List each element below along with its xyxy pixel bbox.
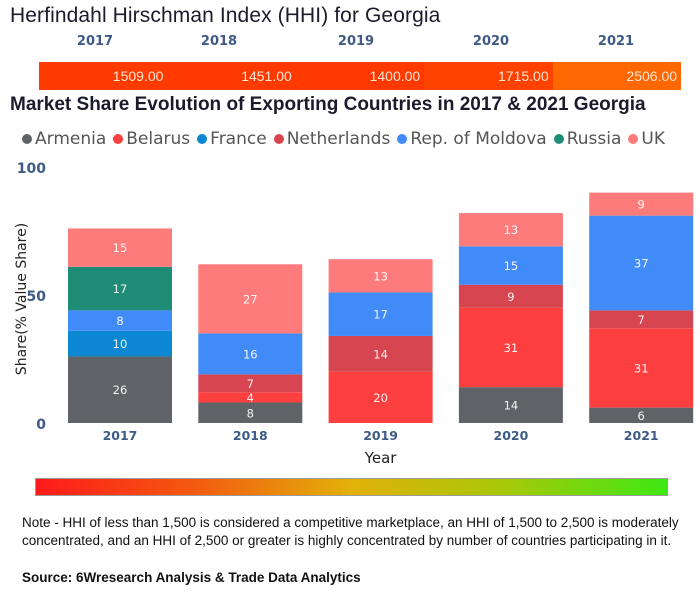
data-label: 16 (243, 347, 258, 361)
legend-item[interactable]: Belarus (113, 129, 190, 149)
hhi-cell-2019: 1400.00 (295, 62, 425, 90)
footnote: Note - HHI of less than 1,500 is conside… (22, 515, 679, 548)
legend-marker-icon (553, 134, 564, 144)
bar-segment-uk (68, 228, 172, 267)
bar-segment-france (68, 330, 172, 357)
data-label: 15 (113, 241, 128, 255)
legend-item[interactable]: Netherlands (273, 129, 391, 149)
legend-label: UK (641, 129, 665, 149)
data-label: 20 (373, 391, 388, 405)
hhi-cell-2017: 1509.00 (39, 62, 168, 90)
legend-marker-icon (197, 134, 208, 144)
bar-segment-belarus (589, 328, 694, 408)
data-label: 15 (504, 259, 519, 273)
x-tick-label: 2018 (233, 428, 268, 443)
bar-segment-uk (589, 192, 694, 216)
bar-segment-netherlands (328, 335, 433, 372)
x-axis-title: Year (364, 449, 398, 467)
y-tick-label: 100 (17, 161, 46, 177)
hhi-year-label: 2019 (337, 34, 375, 49)
x-tick-label: 2019 (363, 428, 398, 443)
x-tick-label: 2020 (494, 428, 529, 443)
legend-marker-icon (273, 134, 284, 144)
bar-segment-armenia (198, 402, 303, 423)
bar-segment-uk (198, 264, 303, 334)
y-axis-title: Share(% Value Share) (14, 223, 30, 375)
y-tick-label: 50 (27, 289, 47, 305)
data-label: 31 (504, 341, 519, 355)
hhi-cell-2021: 2506.00 (552, 62, 682, 90)
hhi-cell-2020: 1715.00 (424, 62, 553, 90)
legend-marker-icon (628, 134, 639, 144)
hhi-year-label: 2021 (597, 34, 635, 49)
legend-item[interactable]: Rep. of Moldova (397, 129, 547, 149)
data-label: 14 (373, 347, 388, 361)
bar-segment-russia (68, 266, 172, 311)
legend-label: Belarus (126, 129, 191, 149)
legend-marker-icon (113, 134, 124, 144)
x-tick-label: 2021 (624, 428, 659, 443)
data-label: 4 (247, 391, 254, 405)
hhi-year-label: 2017 (76, 34, 114, 49)
x-tick-label: 2017 (103, 428, 138, 443)
data-label: 37 (634, 257, 649, 271)
legend-label: Netherlands (286, 129, 391, 149)
bar-segment-rep-of-moldova (589, 215, 694, 311)
data-label: 7 (638, 313, 645, 327)
hhi-cell-2018: 1451.00 (167, 62, 296, 90)
data-label: 9 (507, 290, 514, 304)
data-label: 9 (638, 198, 645, 212)
bar-segment-uk (328, 259, 433, 293)
chart-title: Market Share Evolution of Exporting Coun… (10, 94, 646, 115)
bar-segment-belarus (198, 392, 303, 403)
hhi-value-bar: 1509.00 1451.00 1400.00 1715.00 2506.00 (39, 62, 682, 90)
y-tick-label: 0 (36, 417, 46, 433)
bar-segment-uk (458, 213, 563, 247)
legend-item[interactable]: Armenia (22, 129, 106, 149)
data-label: 14 (504, 399, 519, 413)
bar-segment-netherlands (589, 310, 694, 329)
bar-segment-rep-of-moldova (328, 292, 433, 336)
data-label: 26 (113, 383, 128, 397)
chart-legend: Armenia Belarus France Netherlands Rep. of M… (22, 129, 672, 149)
data-label: 17 (113, 282, 128, 296)
bar-segment-rep-of-moldova (68, 310, 172, 331)
data-label: 10 (113, 337, 128, 351)
data-label: 13 (373, 269, 388, 283)
bar-segment-rep-of-moldova (458, 246, 563, 285)
data-label: 27 (243, 292, 258, 306)
bar-segment-armenia (458, 387, 563, 423)
hhi-year-label: 2018 (200, 34, 238, 49)
hhi-color-scale-gradient (35, 478, 668, 496)
bar-segment-armenia (68, 356, 172, 423)
source-label: Source: 6Wresearch Analysis & Trade Data… (22, 570, 361, 585)
legend-item[interactable]: UK (628, 129, 665, 149)
bar-segment-netherlands (458, 284, 563, 308)
legend-marker-icon (22, 134, 32, 144)
hhi-year-label: 2020 (472, 34, 510, 49)
data-label: 7 (247, 377, 254, 391)
bar-segment-belarus (328, 371, 433, 423)
legend-label: Armenia (35, 129, 107, 149)
hhi-title: Herfindahl Hirschman Index (HHI) for Geo… (10, 4, 441, 27)
legend-marker-icon (397, 134, 408, 144)
bar-segment-rep-of-moldova (198, 333, 303, 375)
data-label: 31 (634, 361, 649, 375)
legend-item[interactable]: France (197, 129, 267, 149)
data-label: 13 (504, 223, 519, 237)
data-label: 6 (638, 409, 645, 423)
legend-label: France (210, 129, 267, 149)
bar-segment-belarus (458, 307, 563, 388)
data-label: 8 (116, 314, 123, 328)
bar-segment-armenia (589, 407, 694, 423)
data-label: 8 (247, 406, 254, 420)
bar-segment-netherlands (198, 374, 303, 393)
legend-label: Russia (566, 129, 622, 149)
data-label: 17 (373, 308, 388, 322)
legend-item[interactable]: Russia (553, 129, 622, 149)
legend-label: Rep. of Moldova (410, 129, 547, 149)
